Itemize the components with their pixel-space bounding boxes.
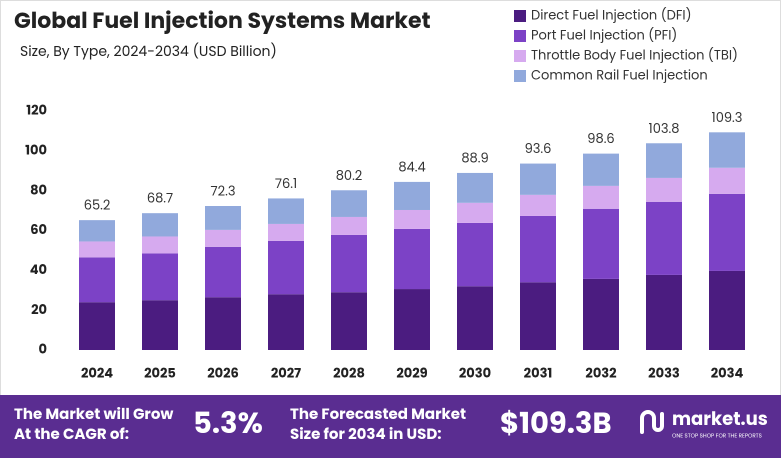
bar-segment bbox=[583, 208, 619, 279]
total-label: 98.6 bbox=[587, 129, 614, 148]
x-tick-label: 2025 bbox=[144, 364, 176, 383]
bar-segment bbox=[520, 163, 556, 195]
bar-segment bbox=[331, 190, 367, 217]
y-tick-label: 40 bbox=[30, 260, 47, 279]
bar-segment bbox=[709, 167, 745, 194]
bar-segment bbox=[520, 215, 556, 283]
total-label: 80.2 bbox=[336, 166, 363, 185]
bar-segment bbox=[205, 297, 241, 350]
brand-logo: market.us ONE STOP SHOP FOR THE REPORTS bbox=[640, 407, 768, 440]
y-tick-label: 20 bbox=[31, 300, 47, 319]
total-label: 65.2 bbox=[84, 196, 111, 215]
cagr-text: At the CAGR of: bbox=[14, 424, 129, 445]
y-tick-label: 0 bbox=[39, 340, 47, 359]
x-tick-label: 2034 bbox=[711, 364, 744, 383]
bar-segment bbox=[394, 181, 430, 210]
bar-segment bbox=[142, 253, 178, 301]
bar-segment bbox=[709, 132, 745, 168]
bar-segment bbox=[394, 209, 430, 229]
bar-segment bbox=[583, 278, 619, 350]
bar-segment bbox=[709, 193, 745, 271]
forecast-text: Size for 2034 in USD: bbox=[290, 424, 442, 445]
bar-segment bbox=[520, 194, 556, 216]
brand: market.us bbox=[672, 407, 768, 432]
forecast-value: $109.3B bbox=[500, 404, 612, 444]
bar-segment bbox=[268, 294, 304, 350]
bar-segment bbox=[268, 198, 304, 224]
bar-segment bbox=[457, 202, 493, 223]
bar-segment bbox=[79, 241, 115, 258]
legend-swatch bbox=[514, 30, 526, 42]
y-tick-label: 80 bbox=[30, 180, 47, 199]
logo-icon bbox=[640, 410, 664, 434]
bar-segment bbox=[583, 185, 619, 209]
x-tick-label: 2027 bbox=[271, 364, 301, 383]
legend-label: Throttle Body Fuel Injection (TBI) bbox=[531, 46, 738, 65]
cagr-value: 5.3% bbox=[193, 404, 263, 444]
x-tick-label: 2028 bbox=[333, 364, 365, 383]
total-label: 88.9 bbox=[461, 149, 488, 168]
bar-segment bbox=[646, 177, 682, 202]
x-tick-label: 2032 bbox=[585, 364, 617, 383]
bar-segment bbox=[205, 246, 241, 298]
bar-segment bbox=[331, 216, 367, 235]
y-tick-label: 120 bbox=[26, 101, 47, 120]
bar-segment bbox=[268, 240, 304, 295]
x-tick-label: 2026 bbox=[207, 364, 239, 383]
bar-segment bbox=[457, 222, 493, 287]
x-tick-label: 2031 bbox=[524, 364, 553, 383]
banner bbox=[0, 395, 781, 458]
bar-segment bbox=[646, 201, 682, 275]
bar-segment bbox=[331, 234, 367, 293]
bar-segment bbox=[709, 270, 745, 350]
bar-segment bbox=[583, 153, 619, 186]
bar-segment bbox=[79, 220, 115, 242]
legend-label: Common Rail Fuel Injection bbox=[531, 66, 708, 85]
x-tick-label: 2030 bbox=[459, 364, 491, 383]
total-label: 93.6 bbox=[525, 139, 552, 158]
bar-segment bbox=[457, 286, 493, 350]
bar-segment bbox=[142, 236, 178, 254]
bar-segment bbox=[331, 292, 367, 350]
total-label: 68.7 bbox=[147, 189, 173, 208]
total-label: 109.3 bbox=[712, 108, 743, 127]
y-tick-label: 60 bbox=[30, 220, 47, 239]
legend-swatch bbox=[514, 70, 526, 82]
chart-subtitle: Size, By Type, 2024-2034 (USD Billion) bbox=[20, 41, 277, 61]
x-tick-label: 2029 bbox=[396, 364, 427, 383]
x-tick-label: 2024 bbox=[81, 364, 113, 383]
bar-segment bbox=[79, 302, 115, 350]
chart-title: Global Fuel Injection Systems Market bbox=[14, 5, 431, 36]
bar-segment bbox=[268, 223, 304, 241]
total-label: 72.3 bbox=[211, 182, 236, 201]
legend-swatch bbox=[514, 50, 526, 62]
bar-segment bbox=[646, 274, 682, 350]
total-label: 103.8 bbox=[649, 119, 680, 138]
tagline: ONE STOP SHOP FOR THE REPORTS bbox=[672, 432, 762, 440]
total-label: 76.1 bbox=[275, 174, 297, 193]
bar-segment bbox=[457, 172, 493, 203]
legend-label: Port Fuel Injection (PFI) bbox=[531, 26, 677, 45]
bar-segment bbox=[142, 300, 178, 350]
cagr-text: The Market will Grow bbox=[14, 404, 173, 425]
total-label: 84.4 bbox=[398, 157, 425, 176]
bar-segment bbox=[142, 213, 178, 237]
bar-segment bbox=[205, 206, 241, 230]
bar-segment bbox=[205, 229, 241, 247]
legend-swatch bbox=[514, 10, 526, 22]
bar-segment bbox=[394, 289, 430, 350]
bar-segment bbox=[646, 143, 682, 178]
y-tick-label: 100 bbox=[25, 140, 47, 159]
bar-segment bbox=[394, 228, 430, 290]
forecast-text: The Forecasted Market bbox=[290, 404, 466, 425]
legend-label: Direct Fuel Injection (DFI) bbox=[531, 6, 691, 25]
bar-segment bbox=[520, 282, 556, 350]
x-tick-label: 2033 bbox=[648, 364, 680, 383]
bar-segment bbox=[79, 257, 115, 303]
